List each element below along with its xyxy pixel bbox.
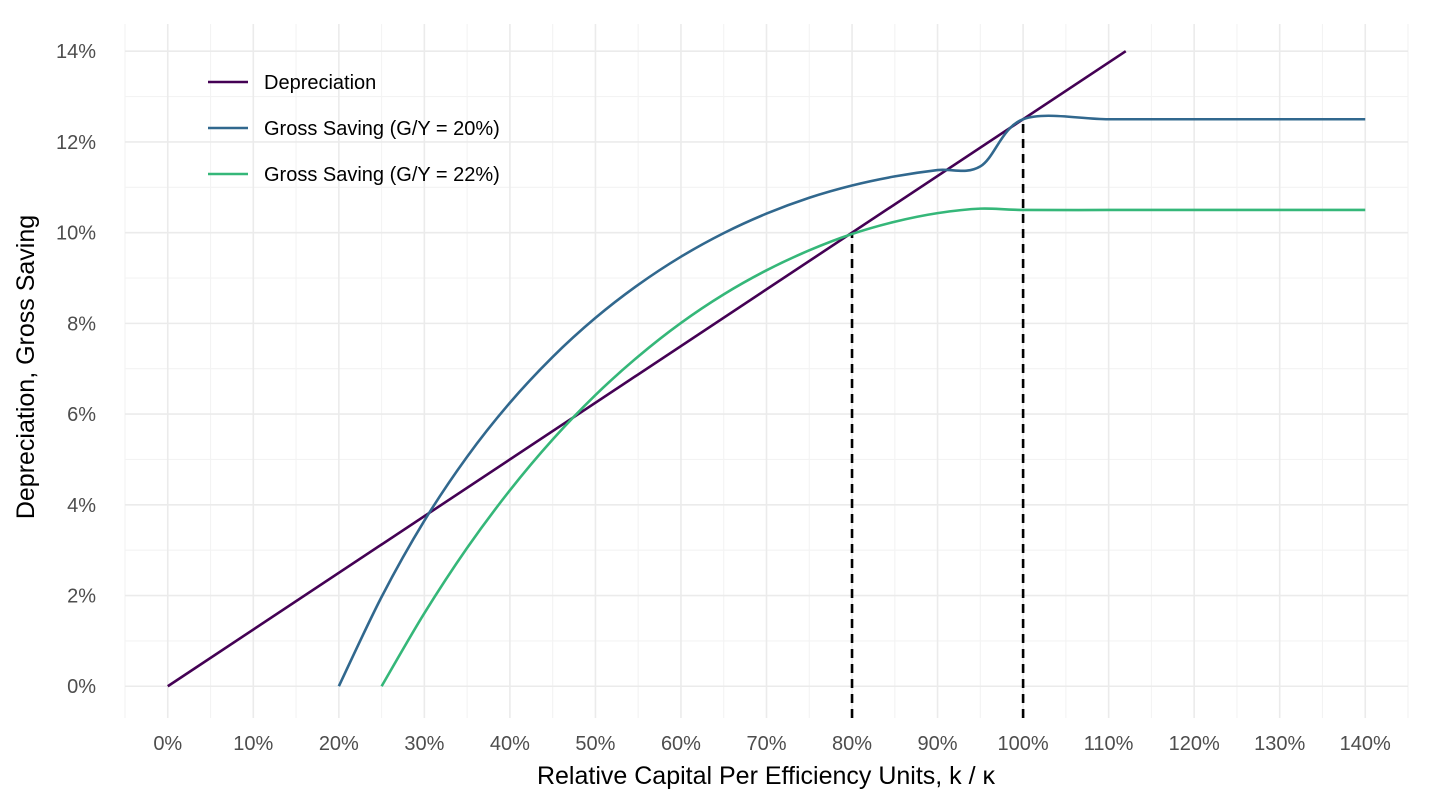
x-axis-title: Relative Capital Per Efficiency Units, k… [537,762,996,790]
x-tick-label: 100% [998,733,1049,755]
x-tick-label: 0% [153,733,182,755]
x-tick-label: 110% [1084,733,1134,755]
y-tick-label: 12% [56,132,96,154]
x-tick-label: 40% [490,733,530,755]
x-tick-label: 20% [319,733,359,755]
y-tick-label: 14% [56,41,96,63]
x-tick-label: 60% [661,733,701,755]
y-tick-label: 0% [67,676,96,698]
major-gridlines [125,24,1408,718]
y-tick-label: 4% [67,495,96,517]
y-tick-label: 10% [56,223,96,245]
legend: Depreciation Gross Saving (G/Y = 20%) Gros… [208,72,500,186]
x-axis-tick-labels: 0% 10% 20% 30% 40% 50% 60% 70% 80% 90% 100% 110% 120… [153,733,1391,755]
y-axis-title: Depreciation, Gross Saving [12,215,40,519]
x-tick-label: 10% [233,733,273,755]
x-tick-label: 130% [1254,733,1305,755]
reference-lines [850,119,1025,718]
x-tick-label: 70% [746,733,786,755]
y-tick-label: 8% [67,313,96,335]
x-tick-label: 90% [918,733,958,755]
legend-label-1: Depreciation [264,72,376,94]
x-tick-label: 30% [404,733,444,755]
x-tick-label: 140% [1340,733,1391,755]
x-tick-label: 50% [575,733,615,755]
series-lines [167,50,1366,688]
series-line-1 [167,50,1127,688]
x-tick-label: 120% [1169,733,1220,755]
y-tick-label: 6% [67,404,96,426]
series-line-3 [380,207,1366,687]
legend-label-3: Gross Saving (G/Y = 22%) [264,164,500,186]
y-tick-label: 2% [67,586,96,608]
series-line-2 [337,114,1366,687]
x-tick-label: 80% [832,733,872,755]
y-axis-tick-labels: 0% 2% 4% 6% 8% 10% 12% 14% [56,41,96,698]
legend-label-2: Gross Saving (G/Y = 20%) [264,118,500,140]
